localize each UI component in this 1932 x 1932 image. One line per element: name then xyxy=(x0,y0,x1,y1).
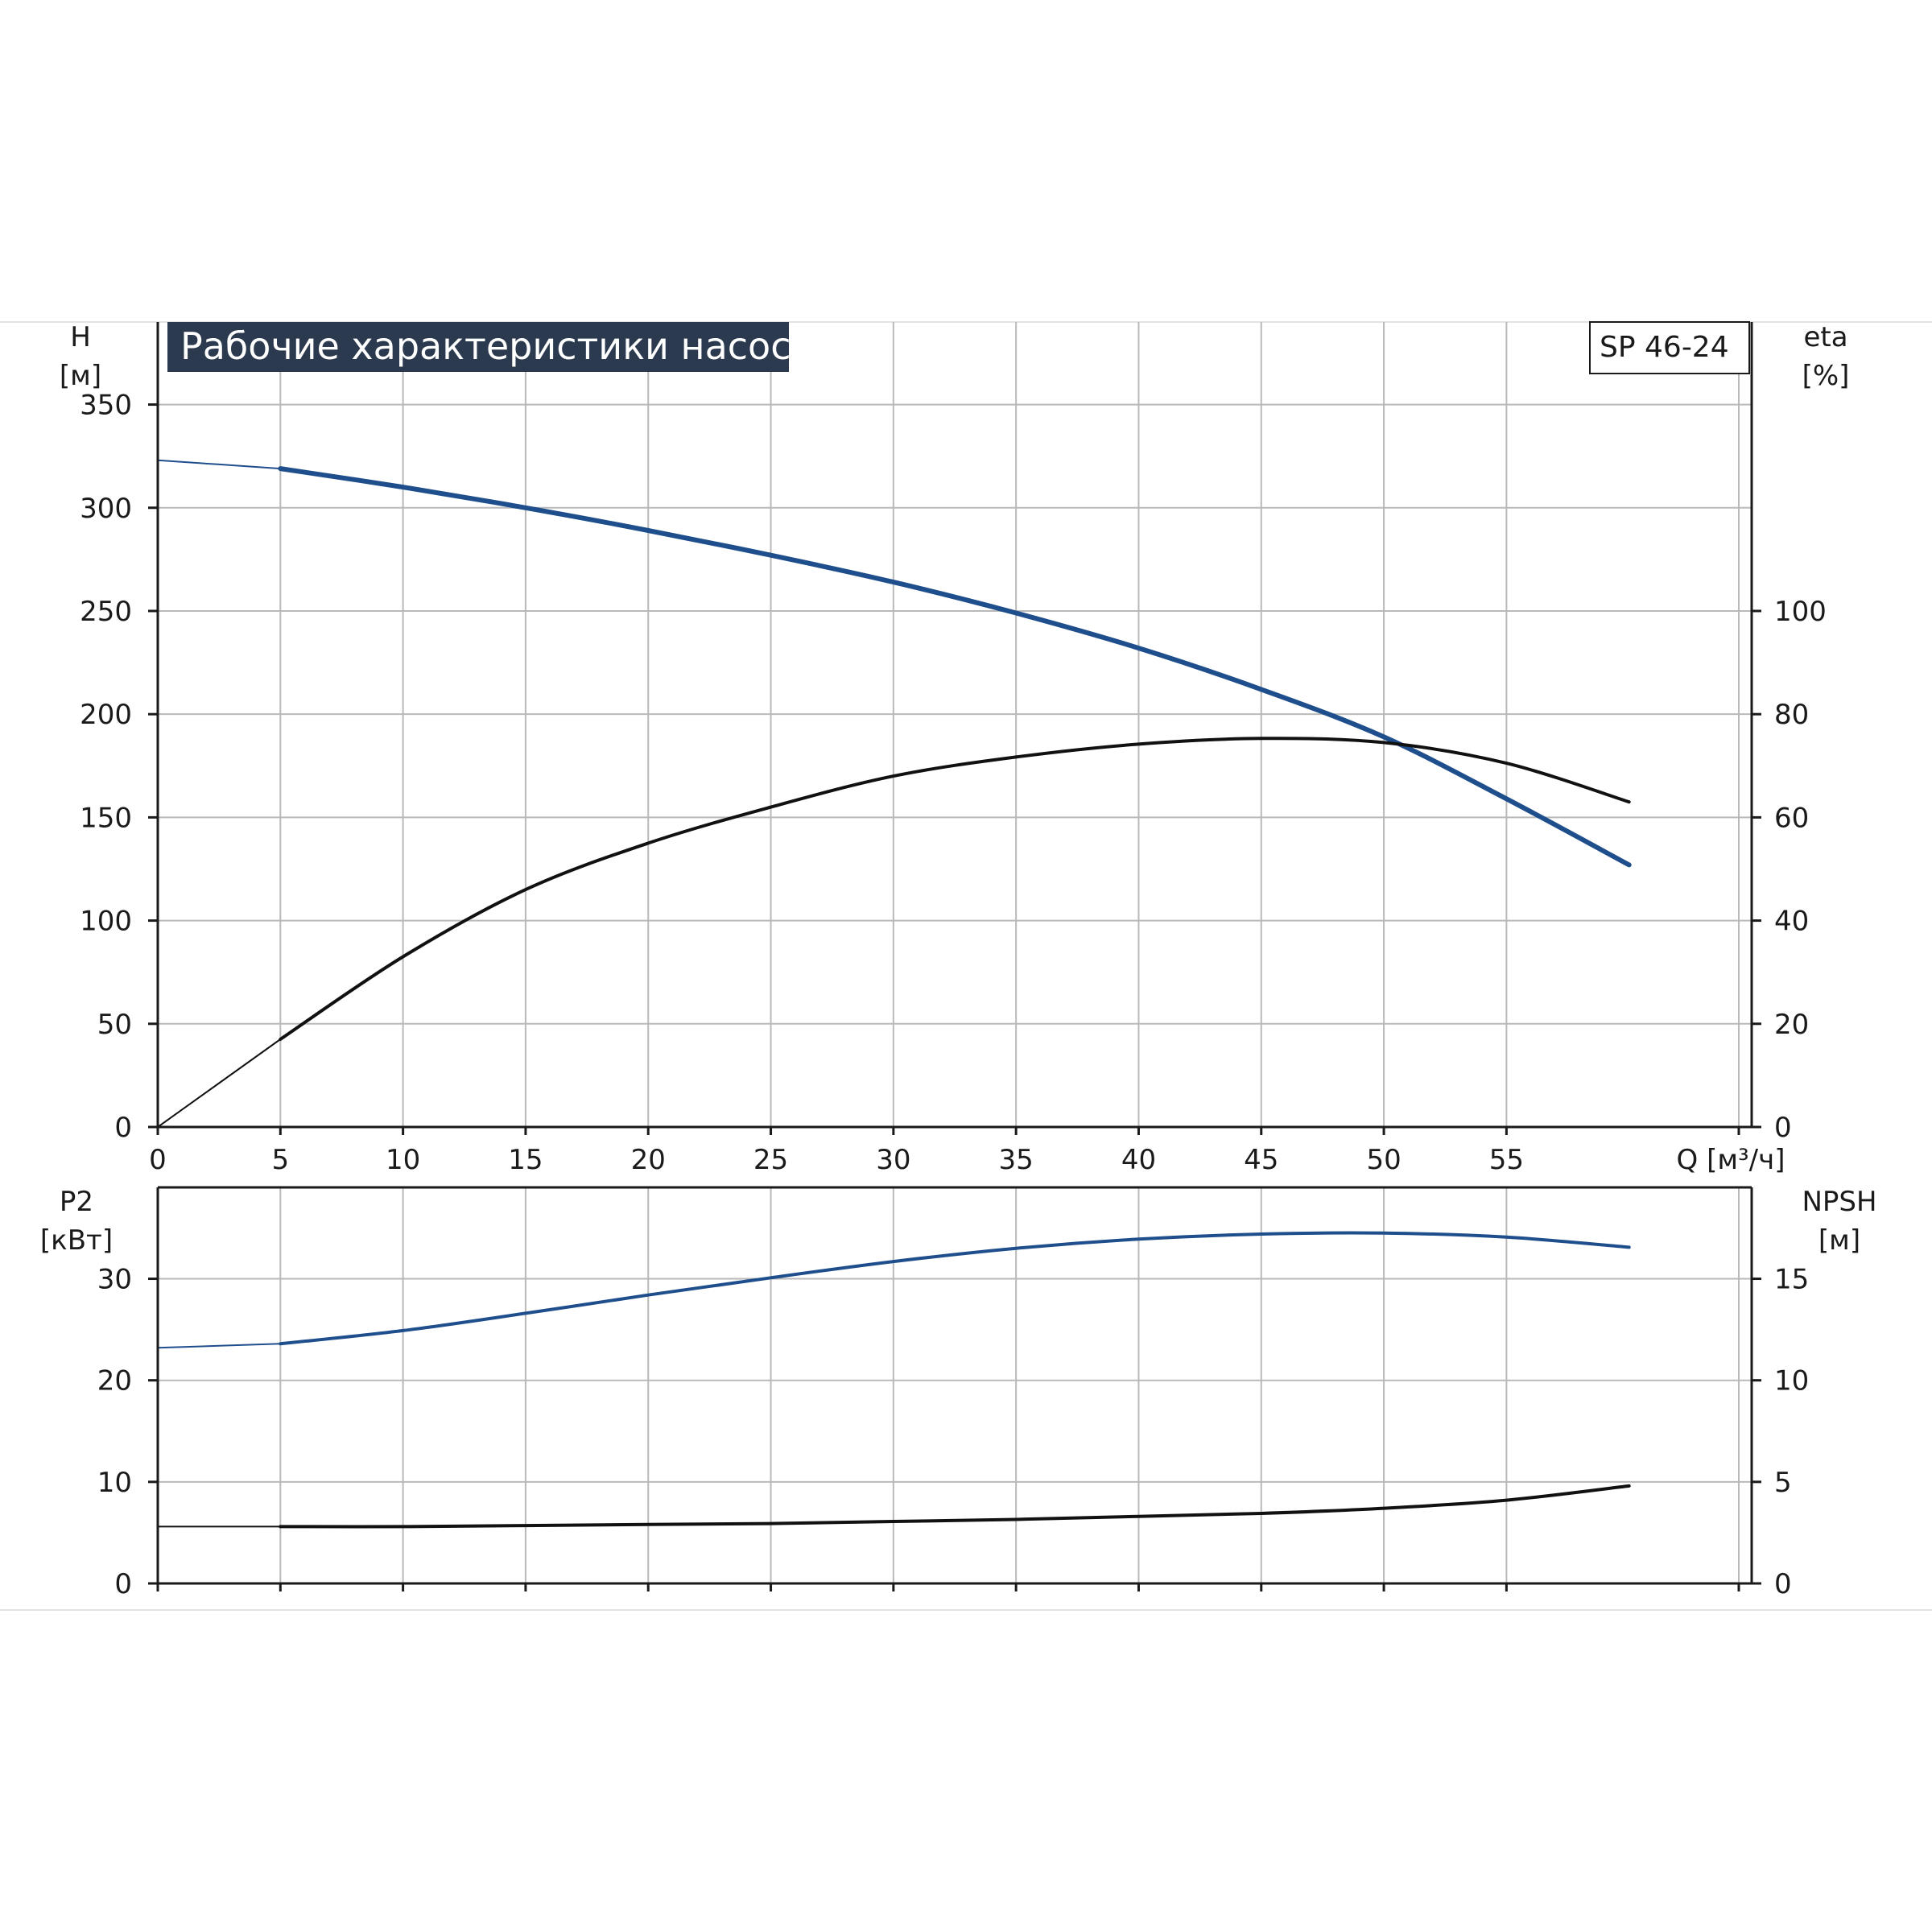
x-tick-label-30: 30 xyxy=(876,1144,910,1176)
top-series-group xyxy=(157,459,1632,1128)
model-label: SP 46-24 xyxy=(1600,331,1729,364)
top-ltick-label-0: 0 xyxy=(114,1112,132,1144)
bottom-ltick-label-10: 10 xyxy=(97,1467,132,1499)
top-rtick-label-80: 80 xyxy=(1774,699,1809,731)
y-right-title-bottom: NPSH xyxy=(1802,1186,1876,1218)
x-tick-label-25: 25 xyxy=(753,1144,788,1176)
top-ltick-label-350: 350 xyxy=(80,390,132,422)
bottom-rtick-label-15: 15 xyxy=(1774,1264,1809,1296)
power-npsh-plot: 0 10 20 30 0 5 10 15 xyxy=(97,1186,1810,1600)
top-rtick-label-0: 0 xyxy=(1774,1112,1792,1144)
x-tick-label-40: 40 xyxy=(1121,1144,1156,1176)
bottom-tick-labels: 0 10 20 30 0 5 10 15 xyxy=(97,1264,1810,1600)
x-axis-title: Q [м³/ч] xyxy=(1677,1144,1785,1176)
head-efficiency-plot: 0 50 100 150 200 250 300 350 0 20 40 60 80 100 0 5 10 15 2… xyxy=(80,322,1827,1176)
bottom-series-0-start xyxy=(157,1343,281,1349)
y-left-title-bottom: P2 xyxy=(60,1186,93,1218)
bottom-axes xyxy=(148,1186,1761,1591)
top-series-1-line xyxy=(279,737,1631,1041)
y-left-unit-top: [м] xyxy=(60,360,101,392)
bottom-series-group xyxy=(157,1231,1631,1529)
y-right-unit-top: [%] xyxy=(1802,360,1850,392)
x-tick-label-50: 50 xyxy=(1366,1144,1401,1176)
bottom-ltick-label-30: 30 xyxy=(97,1264,132,1296)
top-rtick-label-40: 40 xyxy=(1774,906,1809,938)
y-left-unit-bottom: [кВт] xyxy=(40,1224,113,1257)
top-ltick-label-300: 300 xyxy=(80,493,132,525)
top-rtick-label-20: 20 xyxy=(1774,1009,1809,1041)
top-ltick-label-150: 150 xyxy=(80,802,132,834)
bottom-series-1-line xyxy=(279,1484,1631,1529)
x-tick-label-0: 0 xyxy=(149,1144,167,1176)
top-ltick-label-250: 250 xyxy=(80,596,132,628)
top-rtick-label-60: 60 xyxy=(1774,802,1809,834)
top-grid xyxy=(158,322,1752,1127)
x-tick-label-15: 15 xyxy=(508,1144,543,1176)
bottom-rtick-label-5: 5 xyxy=(1774,1467,1792,1499)
top-series-1-start xyxy=(157,1038,281,1128)
bottom-series-0-line xyxy=(279,1231,1631,1346)
bottom-grid xyxy=(158,1187,1752,1583)
top-ltick-label-100: 100 xyxy=(80,906,132,938)
top-tick-labels: 0 50 100 150 200 250 300 350 0 20 40 60 80 100 0 5 10 15 2… xyxy=(80,390,1827,1176)
top-rtick-label-100: 100 xyxy=(1774,596,1827,628)
title-box xyxy=(167,322,789,372)
x-tick-label-10: 10 xyxy=(386,1144,420,1176)
top-axes xyxy=(148,322,1761,1135)
bottom-rtick-label-10: 10 xyxy=(1774,1365,1809,1397)
y-left-title-top: H xyxy=(70,321,91,353)
x-tick-label-35: 35 xyxy=(999,1144,1034,1176)
x-tick-label-5: 5 xyxy=(271,1144,289,1176)
bottom-rtick-label-0: 0 xyxy=(1774,1568,1792,1600)
x-tick-label-45: 45 xyxy=(1244,1144,1278,1176)
model-box xyxy=(1589,321,1750,374)
top-ltick-label-50: 50 xyxy=(97,1009,132,1041)
x-tick-label-20: 20 xyxy=(631,1144,666,1176)
bottom-ltick-label-0: 0 xyxy=(114,1568,132,1600)
bottom-ltick-label-20: 20 xyxy=(97,1365,132,1397)
y-right-title-top: eta xyxy=(1803,321,1847,353)
y-right-unit-bottom: [м] xyxy=(1818,1224,1860,1257)
top-ltick-label-200: 200 xyxy=(80,699,132,731)
chart-title: Рабочие характеристики насоса xyxy=(180,324,814,368)
top-series-0-start xyxy=(157,459,281,470)
x-tick-label-55: 55 xyxy=(1489,1144,1524,1176)
top-series-0-line xyxy=(278,466,1632,868)
